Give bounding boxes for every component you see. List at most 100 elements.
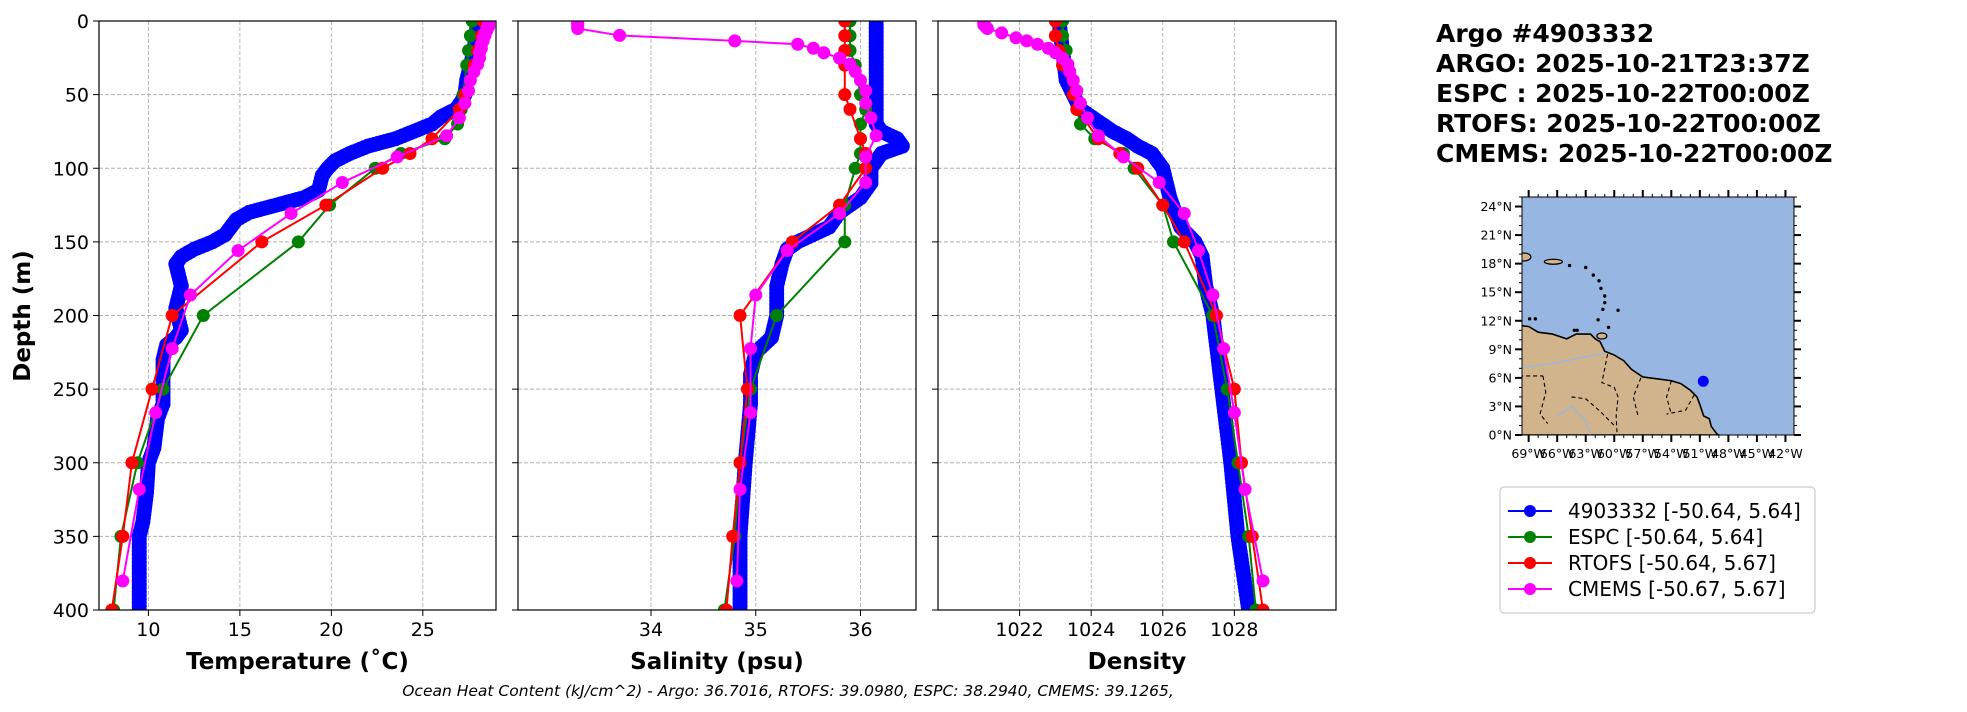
cmems-point xyxy=(733,482,747,496)
rtofs-point xyxy=(425,132,439,146)
depth-axis-label: Depth (m) xyxy=(10,250,36,382)
caribbean-island xyxy=(1591,273,1596,277)
cmems-point xyxy=(116,574,130,588)
caribbean-island xyxy=(1606,325,1611,330)
rtofs-point xyxy=(733,309,747,322)
cmems-point xyxy=(571,22,585,36)
x-tick-label: 25 xyxy=(411,619,435,641)
map-content xyxy=(1522,252,1720,435)
cmems-point xyxy=(859,176,873,190)
lat-tick-label: 9°N xyxy=(1488,342,1512,357)
cmems-point xyxy=(744,406,758,420)
series-group xyxy=(105,21,496,610)
axes-frame xyxy=(98,20,497,611)
caribbean-island xyxy=(1616,308,1620,312)
temperature-axis-label: Temperature (˚C) xyxy=(186,648,409,675)
caribbean-island xyxy=(1533,317,1538,321)
cmems-point xyxy=(613,28,627,42)
y-tick-label: 50 xyxy=(65,85,89,107)
legend: 4903332 [-50.64, 5.64]ESPC [-50.64, 5.64… xyxy=(1499,486,1816,614)
rtofs-point xyxy=(838,29,852,43)
legend-marker-icon xyxy=(1524,531,1536,543)
rtofs-point xyxy=(1245,529,1259,543)
lon-tick-label: 48°W xyxy=(1711,446,1746,461)
legend-frame xyxy=(1499,486,1816,614)
cmems-point xyxy=(859,96,873,110)
series-group xyxy=(571,21,910,610)
cmems-point xyxy=(231,244,245,258)
lon-tick-label: 69°W xyxy=(1511,446,1546,461)
cmems-point xyxy=(1070,84,1084,98)
ocean-heat-content-footer: Ocean Heat Content (kJ/cm^2) - Argo: 36.… xyxy=(402,682,1174,700)
cmems-point xyxy=(132,482,146,496)
river xyxy=(1556,405,1592,435)
legend-marker-icon xyxy=(1524,583,1536,595)
lon-tick-label: 63°W xyxy=(1568,446,1603,461)
lat-tick-label: 0°N xyxy=(1488,428,1512,443)
x-tick-label: 1024 xyxy=(1067,619,1115,641)
rtofs-point xyxy=(843,102,857,116)
cmems-point xyxy=(1256,574,1270,588)
rtofs-point xyxy=(319,198,333,212)
rtofs-point xyxy=(125,456,139,470)
cmems-point xyxy=(458,96,472,110)
legend-label: CMEMS [-50.67, 5.67] xyxy=(1568,577,1786,601)
x-tick-label: 34 xyxy=(639,619,663,641)
rtofs-point xyxy=(255,235,269,249)
x-tick-label: 10 xyxy=(136,619,160,641)
rtofs-point xyxy=(1048,21,1062,28)
lon-tick-label: 54°W xyxy=(1654,446,1689,461)
cmems-point xyxy=(780,244,794,258)
y-tick-label: 300 xyxy=(53,453,89,475)
caribbean-island xyxy=(1575,328,1579,332)
cmems-point xyxy=(462,84,476,98)
x-tick-label: 20 xyxy=(319,619,343,641)
cmems-point xyxy=(817,46,831,60)
cmems-point xyxy=(1238,482,1252,496)
density-panel: 1022 1024 1026 1028 Density xyxy=(932,20,1337,675)
cmems-point xyxy=(1066,73,1080,87)
cmems-point xyxy=(440,129,454,143)
espc-point xyxy=(156,382,170,396)
axes-frame xyxy=(517,20,917,611)
rtofs-point xyxy=(838,21,852,28)
map-frame xyxy=(1521,196,1795,436)
cmems-point xyxy=(335,176,349,190)
x-tick-label: 35 xyxy=(744,619,768,641)
caribbean-island xyxy=(1597,279,1601,283)
cmems-point xyxy=(833,206,847,220)
cmems-point xyxy=(1091,129,1105,143)
cmems-point xyxy=(165,342,179,356)
caribbean-island xyxy=(1603,294,1607,298)
legend-label: 4903332 [-50.64, 5.64] xyxy=(1568,499,1801,523)
legend-label: ESPC [-50.64, 5.64] xyxy=(1568,525,1763,549)
cmems-point xyxy=(791,37,805,51)
caribbean-island xyxy=(1603,300,1607,305)
espc-point xyxy=(196,309,210,322)
legend-item-rtofs: RTOFS [-50.64, 5.67] xyxy=(1508,551,1776,575)
caribbean-island xyxy=(1584,265,1588,270)
x-tick-label: 36 xyxy=(848,619,872,641)
rtofs-point xyxy=(719,603,733,610)
country-border xyxy=(1571,396,1615,426)
caribbean-island xyxy=(1599,286,1603,291)
rtofs-point xyxy=(145,382,159,396)
cmems-point xyxy=(1152,176,1166,190)
cmems-point xyxy=(728,34,742,48)
hispaniola-island xyxy=(1522,252,1532,262)
espc-point xyxy=(463,29,477,43)
cmems-line xyxy=(576,21,878,581)
y-tick-label: 200 xyxy=(53,306,89,328)
lat-tick-label: 21°N xyxy=(1480,228,1512,243)
lat-tick-label: 12°N xyxy=(1480,313,1512,328)
title-argo-id: Argo #4903332 xyxy=(1436,19,1654,48)
legend-item-cmems: CMEMS [-50.67, 5.67] xyxy=(1508,577,1786,601)
lon-tick-label: 51°W xyxy=(1683,446,1718,461)
espc-point xyxy=(291,235,305,249)
cmems-point xyxy=(1020,34,1034,48)
y-tick-label: 100 xyxy=(53,158,89,180)
espc-point xyxy=(848,161,862,175)
rtofs-point xyxy=(740,382,754,396)
legend-label: RTOFS [-50.64, 5.67] xyxy=(1568,551,1776,575)
caribbean-island xyxy=(1601,307,1605,312)
